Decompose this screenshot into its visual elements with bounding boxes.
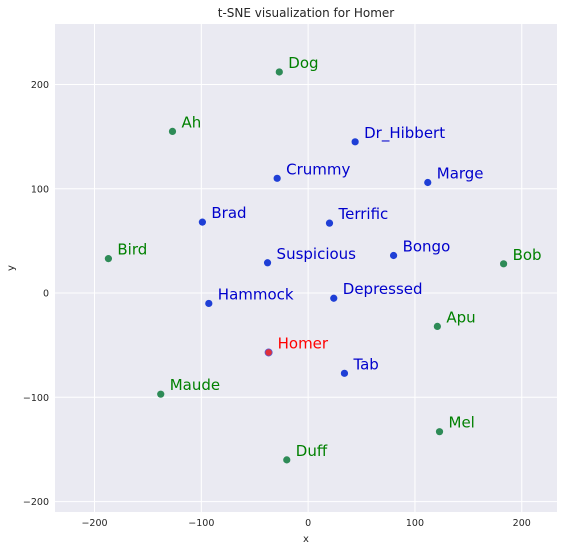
point-label-hammock: Hammock bbox=[218, 285, 294, 303]
point-label-ah: Ah bbox=[181, 113, 201, 131]
point-label-suspicious: Suspicious bbox=[277, 245, 357, 263]
axis-ticks: −200 −100 0 100 200 −200 −100 0 100 200 bbox=[23, 80, 531, 529]
x-axis-label: x bbox=[303, 534, 309, 545]
scatter-point-homer bbox=[264, 348, 273, 357]
y-tick-label: −200 bbox=[23, 497, 49, 508]
scatter-point-apu bbox=[433, 322, 441, 330]
point-label-dr-hibbert: Dr_Hibbert bbox=[364, 124, 445, 143]
scatter-point-duff bbox=[283, 456, 291, 464]
y-tick-label: 200 bbox=[31, 80, 49, 91]
point-label-terrific: Terrific bbox=[337, 205, 388, 223]
scatter-point-ah bbox=[168, 127, 177, 136]
point-label-tab: Tab bbox=[352, 355, 378, 373]
y-tick-label: 0 bbox=[43, 289, 49, 300]
point-label-bongo: Bongo bbox=[403, 237, 451, 255]
point-label-depressed: Depressed bbox=[343, 280, 423, 298]
scatter-point-depressed bbox=[330, 294, 338, 302]
x-tick-label: −200 bbox=[81, 518, 107, 529]
data-points: Dog Ah Dr_Hibbert Crummy Marge Brad Terrific Bi… bbox=[104, 54, 542, 464]
point-label-duff: Duff bbox=[296, 442, 328, 460]
x-tick-label: 100 bbox=[406, 518, 424, 529]
point-label-brad: Brad bbox=[211, 204, 246, 222]
y-tick-label: 100 bbox=[31, 184, 49, 195]
point-label-dog: Dog bbox=[288, 54, 318, 72]
scatter-point-hammock bbox=[205, 299, 213, 308]
y-axis-label: y bbox=[6, 265, 17, 271]
point-label-mel: Mel bbox=[449, 414, 475, 432]
scatter-point-marge bbox=[424, 178, 432, 187]
scatter-point-suspicious bbox=[263, 259, 272, 267]
point-label-bird: Bird bbox=[117, 241, 147, 259]
grid-lines bbox=[55, 24, 557, 512]
scatter-point-crummy bbox=[273, 174, 281, 182]
plot-area bbox=[55, 24, 557, 512]
x-tick-label: 200 bbox=[513, 518, 531, 529]
scatter-point-maude bbox=[157, 390, 165, 398]
x-tick-label: −100 bbox=[188, 518, 214, 529]
scatter-point-mel bbox=[435, 428, 444, 436]
point-label-homer: Homer bbox=[278, 334, 329, 352]
point-label-marge: Marge bbox=[437, 164, 484, 182]
scatter-point-brad bbox=[198, 218, 206, 226]
scatter-point-tab bbox=[340, 369, 349, 377]
scatter-point-bongo bbox=[389, 251, 398, 260]
point-label-apu: Apu bbox=[446, 308, 475, 326]
x-tick-label: 0 bbox=[305, 518, 311, 529]
scatter-point-terrific bbox=[325, 219, 334, 227]
scatter-point-dog bbox=[275, 68, 283, 76]
point-label-bob: Bob bbox=[513, 246, 542, 264]
scatter-point-bird bbox=[104, 255, 113, 263]
y-tick-label: −100 bbox=[23, 393, 49, 404]
scatter-point-dr-hibbert bbox=[351, 138, 359, 146]
scatter-point-bob bbox=[499, 260, 508, 268]
point-label-maude: Maude bbox=[170, 376, 220, 394]
chart-title: t-SNE visualization for Homer bbox=[218, 6, 395, 20]
point-label-crummy: Crummy bbox=[286, 160, 350, 178]
